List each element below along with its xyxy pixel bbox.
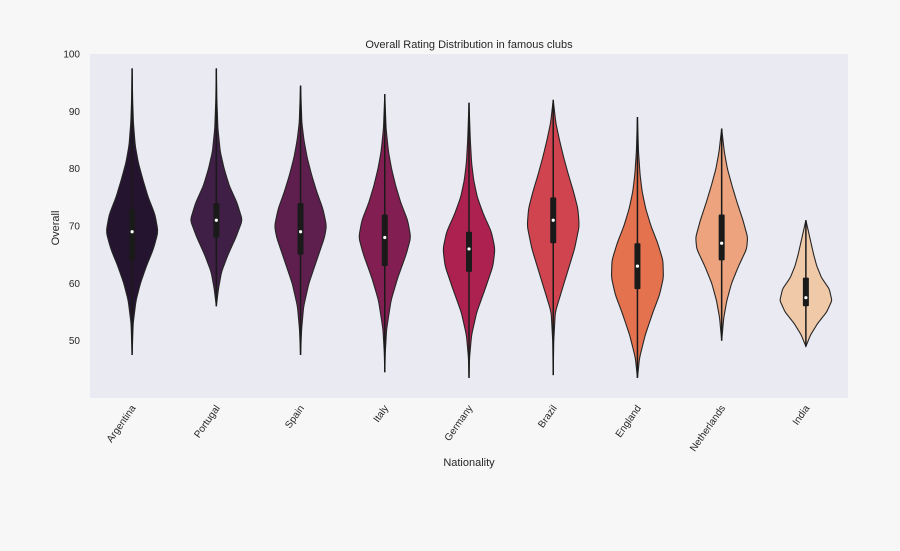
x-tick-label: Italy [372,403,392,424]
violin-italy [358,94,411,373]
violin-iqr-box [381,214,388,267]
y-tick-label: 70 [69,222,81,233]
violin-iqr-box [466,231,472,272]
violin-iqr-box [297,203,304,255]
violin-median-dot [130,230,134,234]
violin-argentina [106,68,159,356]
violins-group [106,68,833,378]
x-axis-label: Nationality [443,457,495,469]
chart-title: Overall Rating Distribution in famous cl… [365,39,573,51]
x-tick-label: Portugal [192,403,222,440]
y-axis-label: Overall [50,211,62,246]
violin-median-dot [635,264,640,268]
violin-india [779,220,833,348]
violin-iqr-box [802,277,809,307]
x-tick-label: India [791,403,813,427]
violin-median-dot [383,235,387,240]
y-tick-label: 80 [69,164,81,175]
violin-median-dot [720,241,724,245]
violin-netherlands [695,128,748,341]
violin-brazil [526,99,580,376]
violin-iqr-box [129,208,136,261]
violin-median-dot [214,218,218,222]
violin-median-dot [467,247,471,251]
violin-median-dot [551,218,555,222]
x-tick-label: Argentina [105,403,139,445]
y-tick-label: 100 [63,50,80,61]
x-tick-label: Germany [443,403,476,443]
y-ticks-group: 50 60 70 80 90 100 [63,50,80,348]
violin-england [611,117,664,378]
x-tick-label: Brazil [536,403,559,430]
violin-iqr-box [718,214,725,261]
y-tick-label: 60 [69,279,81,290]
violin-spain [274,85,327,356]
violin-median-dot [804,296,808,300]
y-tick-label: 50 [69,336,81,347]
violin-portugal [190,68,243,307]
violin-germany [442,102,496,378]
x-tick-label: Netherlands [688,403,728,453]
x-tick-label: Spain [283,403,307,430]
x-ticks-group: Argentina Portugal Spain Italy Germany Brazil… [105,403,813,454]
x-tick-label: England [614,403,644,439]
violin-median-dot [298,230,303,234]
y-tick-label: 90 [69,107,81,118]
